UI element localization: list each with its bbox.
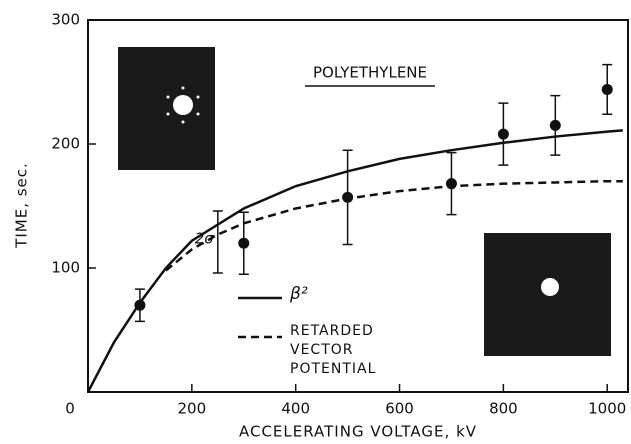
x-tick-label: 600 [385, 400, 414, 418]
legend-label: β² [289, 284, 308, 304]
y-axis-label: TIME, sec. [13, 162, 31, 249]
sigma-bar [213, 211, 223, 273]
page: POLYETHYLENE ACCELERATING VOLTAGE, kV TI… [0, 0, 631, 444]
legend-label: RETARDED VECTOR POTENTIAL [290, 322, 430, 379]
inset-spot [173, 95, 193, 115]
data-point [238, 238, 249, 249]
inset-pattern [118, 47, 215, 170]
x-tick-label: 200 [178, 400, 207, 418]
x-tick-label: 1000 [588, 400, 626, 418]
x-tick-label: 0 [65, 400, 75, 418]
data-point [134, 300, 145, 311]
chart-title: POLYETHYLENE [313, 64, 427, 82]
x-axis-label: ACCELERATING VOLTAGE, kV [239, 423, 477, 441]
data-point [342, 192, 353, 203]
data-point [550, 120, 561, 131]
sigma-label: 2σ [195, 229, 215, 247]
y-tick-label: 100 [51, 259, 80, 277]
y-tick-label: 300 [51, 11, 80, 29]
data-point [498, 129, 509, 140]
inset-spot [541, 278, 559, 296]
data-point [602, 84, 613, 95]
y-tick-label: 200 [51, 135, 80, 153]
data-point [446, 178, 457, 189]
x-tick-label: 800 [489, 400, 518, 418]
x-tick-label: 400 [281, 400, 310, 418]
